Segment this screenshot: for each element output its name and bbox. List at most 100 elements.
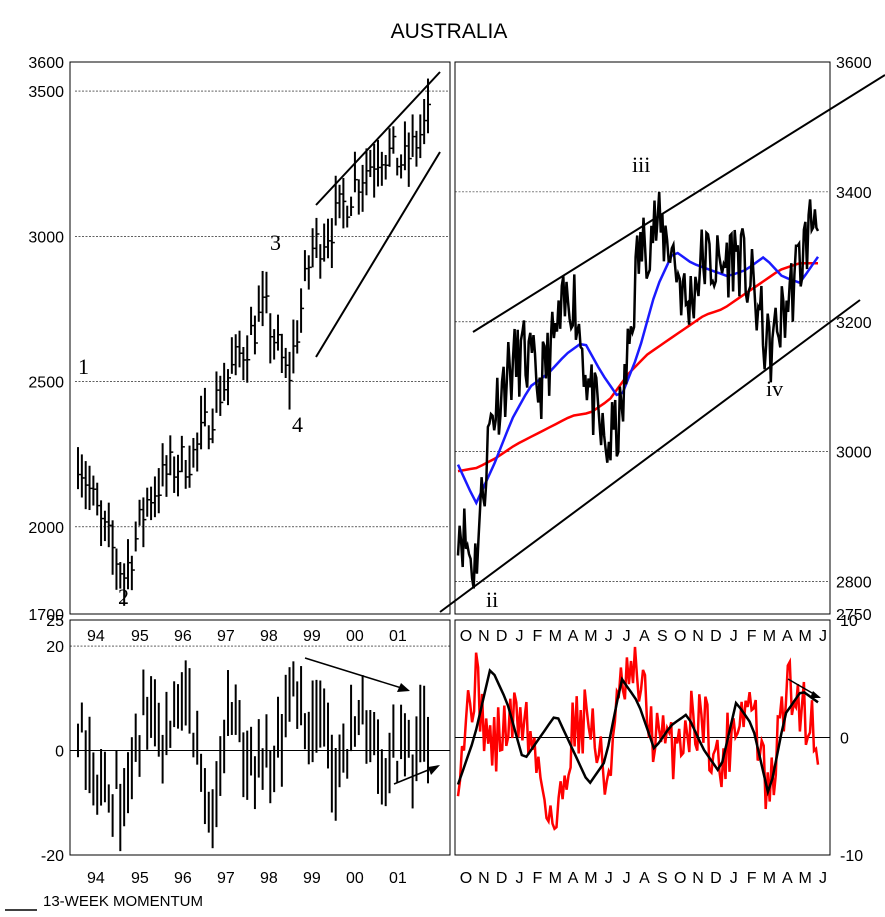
- st-x-tick-label: F: [533, 628, 543, 645]
- st-x-tick-label: O: [674, 870, 686, 887]
- lt-y-tick-label: 3500: [28, 84, 64, 101]
- st-x-tick-label: F: [747, 870, 757, 887]
- st-x-tick-label: M: [584, 870, 597, 887]
- st-x-tick-label: J: [605, 870, 613, 887]
- footer-label: 13-WEEK MOMENTUM: [43, 893, 203, 910]
- ltm-arrow-up-head: [428, 765, 440, 775]
- panel-long-term-momentum: 25 20 0 -20: [41, 613, 451, 865]
- st-series-line: [456, 191, 820, 589]
- ltm-y-tick-label: 0: [55, 744, 64, 761]
- st-x-tick-label: O: [460, 628, 472, 645]
- st-x-tick-label: J: [730, 628, 738, 645]
- st-series-line: [456, 251, 820, 506]
- stm-series-line: [456, 668, 819, 797]
- st-x-tick-label: N: [478, 628, 490, 645]
- lt-y-tick-label: 3600: [28, 55, 64, 72]
- st-x-tick-label: J: [819, 628, 827, 645]
- lt-x-tick-label: 99: [303, 870, 321, 887]
- st-x-tick-label: A: [568, 628, 579, 645]
- st-y-tick-label: 3400: [836, 185, 872, 202]
- lt-x-tick-label: 94: [87, 870, 105, 887]
- lt-x-tick-label: 95: [131, 870, 149, 887]
- lt-y-tick-label: 3000: [28, 229, 64, 246]
- lt-y-tick-label: 2500: [28, 375, 64, 392]
- st-x-tick-label: F: [747, 628, 757, 645]
- panel-long-term-frame: [69, 61, 451, 615]
- lt-x-tick-label: 94: [87, 628, 105, 645]
- ltm-arrow-down: [304, 657, 409, 691]
- lt-x-tick-label: 96: [174, 870, 192, 887]
- ltm-arrow-down-head: [397, 683, 410, 692]
- st-x-tick-label: M: [798, 870, 811, 887]
- st-x-tick-label: J: [819, 870, 827, 887]
- panel-short-term: 3600 3400 3200 3000 2800 2750 iii iv ii: [439, 55, 885, 624]
- ltm-y-tick-label: -20: [41, 848, 64, 865]
- lt-x-tick-label: 01: [389, 628, 407, 645]
- st-x-tick-label: M: [549, 870, 562, 887]
- stm-series-line: [456, 646, 820, 831]
- chart-title: AUSTRALIA: [391, 20, 508, 43]
- st-x-tick-label: A: [568, 870, 579, 887]
- st-wave-label: iv: [766, 376, 783, 401]
- st-y-tick-label: 2800: [836, 575, 872, 592]
- panel-short-term-frame: [454, 61, 831, 615]
- st-x-tick-label: J: [623, 870, 631, 887]
- st-x-tick-label: N: [692, 870, 704, 887]
- st-wave-label: iii: [632, 152, 650, 177]
- st-x-tick-label: A: [639, 870, 650, 887]
- st-y-tick-label: 3200: [836, 315, 872, 332]
- stm-arrow-down-head: [810, 691, 821, 698]
- st-x-tick-label: N: [478, 870, 490, 887]
- ltm-y-tick-label: 20: [46, 639, 64, 656]
- lt-wave-label: 3: [270, 230, 281, 255]
- st-x-tick-label: S: [657, 628, 668, 645]
- stm-y-tick-label: -10: [840, 848, 863, 865]
- st-wave-label: ii: [486, 587, 498, 612]
- lt-x-tick-label: 00: [346, 870, 364, 887]
- st-x-tick-label: J: [605, 628, 613, 645]
- st-x-tick-label: J: [516, 628, 524, 645]
- st-y-tick-label: 2750: [836, 607, 872, 624]
- st-x-tick-label: M: [798, 628, 811, 645]
- st-channel-upper: [472, 74, 885, 333]
- st-x-tick-label: J: [516, 870, 524, 887]
- st-x-tick-label: O: [460, 870, 472, 887]
- lt-wave-label: 2: [118, 584, 129, 609]
- ltm-y-tick-label: 25: [46, 613, 64, 630]
- lt-x-tick-label: 98: [260, 628, 278, 645]
- st-series-line: [457, 262, 818, 473]
- lt-x-tick-label: 97: [217, 870, 235, 887]
- panel-short-term-momentum: 10 0 -10: [454, 613, 863, 865]
- st-x-tick-label: N: [692, 628, 704, 645]
- lt-y-tick-label: 1700: [28, 607, 64, 624]
- panel-lt-momentum-frame: [69, 619, 451, 856]
- lt-wave-label: 4: [292, 412, 303, 437]
- st-y-tick-label: 3000: [836, 445, 872, 462]
- panel-long-term: 3600 3500 3000 2500 2000 1700 1 2 3 4: [28, 55, 451, 624]
- stm-y-tick-label: 10: [840, 613, 858, 630]
- st-x-tick-label: D: [710, 628, 722, 645]
- lt-x-tick-label: 01: [389, 870, 407, 887]
- st-x-tick-label: M: [549, 628, 562, 645]
- st-x-tick-label: M: [584, 628, 597, 645]
- st-x-tick-label: J: [730, 870, 738, 887]
- stm-y-tick-label: 0: [840, 731, 849, 748]
- st-x-tick-label: S: [657, 870, 668, 887]
- st-x-tick-label: M: [763, 870, 776, 887]
- st-x-tick-label: O: [674, 628, 686, 645]
- st-y-tick-label: 3600: [836, 55, 872, 72]
- st-channel-lower: [439, 299, 861, 613]
- lt-y-tick-label: 2000: [28, 520, 64, 537]
- st-x-tick-label: A: [782, 870, 793, 887]
- st-x-tick-label: D: [496, 628, 508, 645]
- lt-x-tick-label: 98: [260, 870, 278, 887]
- lt-x-tick-label: 99: [303, 628, 321, 645]
- lt-wave-label: 1: [78, 354, 89, 379]
- st-x-tick-label: J: [623, 628, 631, 645]
- st-x-tick-label: D: [710, 870, 722, 887]
- lt-x-tick-label: 96: [174, 628, 192, 645]
- lt-channel-upper: [315, 71, 441, 206]
- lt-x-tick-label: 97: [217, 628, 235, 645]
- lt-channel-lower: [315, 151, 441, 358]
